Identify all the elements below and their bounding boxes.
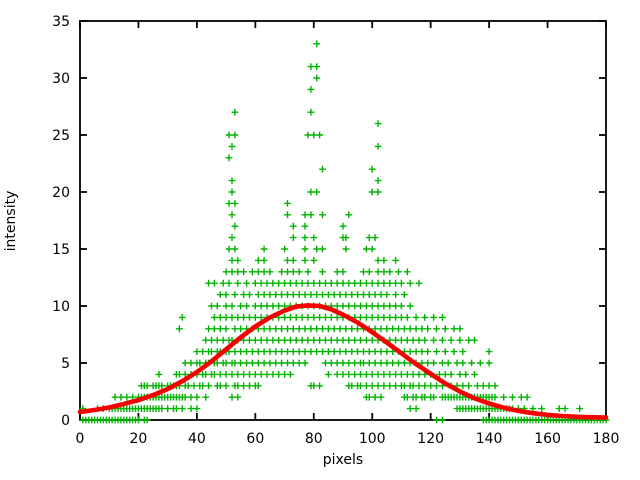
scatter-row <box>178 314 446 321</box>
x-axis-label: pixels <box>323 452 363 468</box>
y-tick-label: 0 <box>61 413 70 429</box>
scatter-row <box>228 211 353 219</box>
scatter-row <box>228 234 379 241</box>
scatter-row <box>205 279 423 287</box>
y-tick-label: 25 <box>52 128 70 144</box>
x-tick-label: 160 <box>534 431 561 447</box>
scatter-row <box>79 416 610 424</box>
x-tick-label: 20 <box>130 431 148 447</box>
fit-curve <box>77 303 609 420</box>
y-tick-label: 35 <box>52 14 70 30</box>
x-tick-label: 100 <box>359 431 386 447</box>
scatter-row <box>228 188 382 196</box>
scatter-row <box>202 336 478 344</box>
scatter-row <box>374 120 382 127</box>
y-axis-label: intensity <box>3 191 19 252</box>
scatter-row <box>313 40 321 48</box>
x-tick-label: 40 <box>188 431 206 447</box>
y-tick-label: 10 <box>52 299 70 315</box>
plot-border <box>79 20 607 421</box>
x-tick-label: 80 <box>305 431 323 447</box>
y-tick-label: 30 <box>52 71 70 87</box>
x-tick-label: 60 <box>246 431 264 447</box>
x-tick-label: 0 <box>76 431 85 447</box>
scatter-series <box>79 40 610 424</box>
fit-line <box>77 303 609 420</box>
tick-labels: 0 20 40 60 80 100 120 140 160 180 0 5 10 15 20 25 30 35 <box>52 14 619 447</box>
scatter-row <box>222 268 411 276</box>
scatter-row <box>231 108 315 116</box>
x-tick-label: 120 <box>417 431 444 447</box>
scatter-row <box>307 86 315 93</box>
scatter-row <box>228 143 382 150</box>
scatter-row <box>138 382 499 390</box>
scatter-row <box>225 131 323 139</box>
scatter-row <box>181 359 493 367</box>
scatter-row <box>176 325 464 333</box>
scatter-row <box>231 222 347 230</box>
x-tick-label: 140 <box>476 431 503 447</box>
x-tick-label: 180 <box>593 431 620 447</box>
scatter-row <box>228 257 399 264</box>
scatter-row <box>225 200 291 207</box>
scatter-row <box>319 165 376 173</box>
scatter-row <box>225 245 376 253</box>
scatter-row <box>225 154 233 162</box>
scatter-row <box>307 63 321 70</box>
y-tick-label: 15 <box>52 242 70 258</box>
y-tick-label: 5 <box>61 356 70 372</box>
y-tick-label: 20 <box>52 185 70 201</box>
scatter-row <box>216 291 408 298</box>
scatter-row <box>193 348 493 355</box>
scatter-row <box>313 74 321 82</box>
scatter-row <box>228 177 382 184</box>
